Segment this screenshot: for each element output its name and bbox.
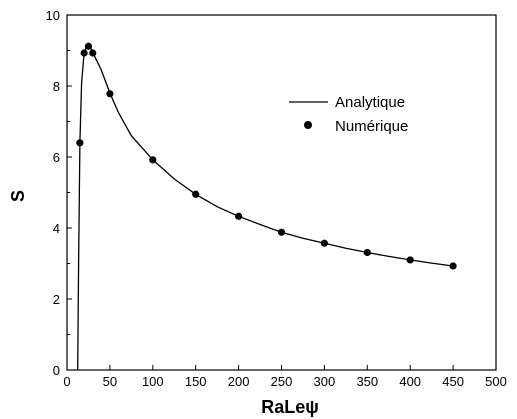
data-point-numerique xyxy=(80,49,88,57)
data-point-numerique xyxy=(406,256,414,264)
plot-frame xyxy=(66,14,497,371)
data-point-numerique xyxy=(235,212,243,220)
x-tick-label: 500 xyxy=(485,374,507,389)
y-axis-ticks: 0 2 4 6 8 10 xyxy=(46,8,72,378)
data-point-numerique xyxy=(363,248,371,257)
data-point-numerique xyxy=(449,262,457,270)
x-tick-label: 0 xyxy=(63,374,70,389)
legend-marker-swatch xyxy=(304,121,312,129)
x-tick-label: 450 xyxy=(442,374,464,389)
x-axis-title: RaLeψ xyxy=(261,397,319,417)
data-point-numerique xyxy=(192,190,200,198)
x-tick-label: 200 xyxy=(228,374,250,389)
legend: Analytique Numérique xyxy=(289,94,408,135)
data-point-numerique xyxy=(76,139,84,147)
x-tick-label: 100 xyxy=(142,374,164,389)
series-layer xyxy=(76,42,457,371)
y-tick-label: 0 xyxy=(53,363,60,378)
x-tick-label: 350 xyxy=(356,374,378,389)
x-tick-label: 400 xyxy=(399,374,421,389)
data-point-numerique xyxy=(149,156,157,164)
data-point-numerique xyxy=(277,228,286,236)
y-tick-label: 4 xyxy=(53,221,60,236)
data-point-numerique xyxy=(106,90,114,98)
y-tick-label: 10 xyxy=(46,8,60,23)
x-tick-label: 150 xyxy=(185,374,207,389)
y-tick-label: 8 xyxy=(53,79,60,94)
x-tick-label: 300 xyxy=(314,374,336,389)
data-point-numerique xyxy=(89,49,97,57)
y-axis-title: S xyxy=(8,190,28,202)
x-axis-ticks: 0 50 100 150 200 250 300 350 400 450 500 xyxy=(63,365,507,389)
data-point-numerique xyxy=(320,239,328,247)
x-tick-label: 250 xyxy=(271,374,293,389)
y-tick-label: 6 xyxy=(53,150,60,165)
x-tick-label: 50 xyxy=(103,374,117,389)
legend-label-numerique: Numérique xyxy=(335,118,408,135)
data-point-numerique xyxy=(84,42,93,50)
y-tick-label: 2 xyxy=(53,292,60,307)
legend-label-analytique: Analytique xyxy=(335,94,405,111)
